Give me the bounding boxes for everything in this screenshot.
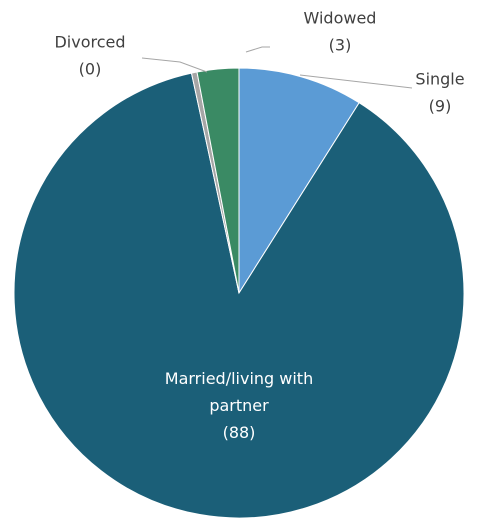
pie-slice <box>196 67 240 294</box>
slice-label-group: Married/living with partner (88) <box>144 365 334 446</box>
value-label: (3) <box>329 36 352 55</box>
value-label: (0) <box>79 60 102 79</box>
leader-line <box>141 57 208 73</box>
value-label: (88) <box>222 423 256 442</box>
slice-label: Single <box>415 70 464 89</box>
leader-line <box>299 74 413 89</box>
pie-slice <box>13 72 465 519</box>
slice-label: Married/living with partner <box>164 369 314 415</box>
leader-line <box>245 46 270 53</box>
slice-label: Widowed <box>304 9 377 28</box>
slice-label: Divorced <box>54 33 125 52</box>
pie-slice <box>238 67 360 295</box>
value-label: (9) <box>429 97 452 116</box>
